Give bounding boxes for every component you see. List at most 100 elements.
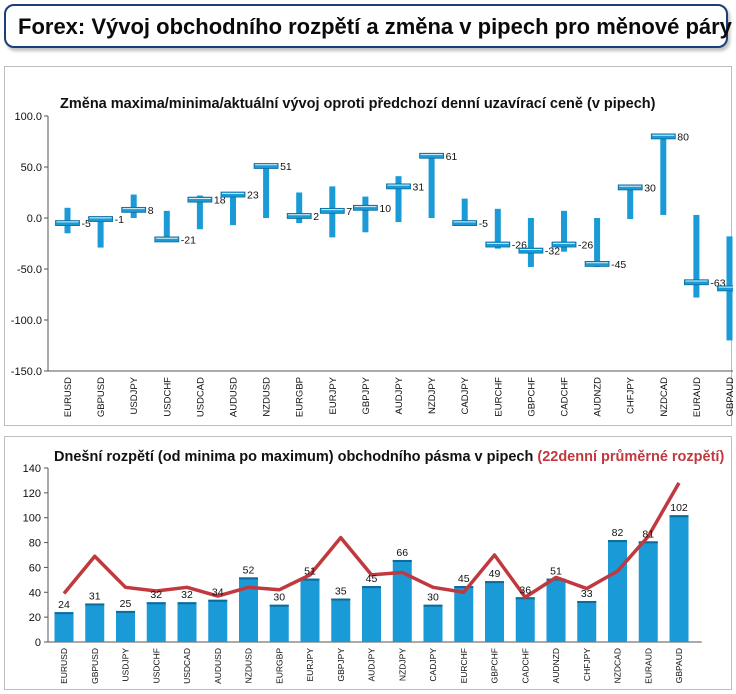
chart2-x-tick-label: CADCHF <box>520 648 530 683</box>
chart2-bar <box>146 602 166 642</box>
chart1-value-label: 80 <box>677 131 689 143</box>
chart2-x-tick-label: AUDJPY <box>367 648 377 682</box>
chart1-value-label: -1 <box>115 214 124 226</box>
chart1-x-tick-label: AUDJPY <box>394 376 405 414</box>
chart1-range-bar <box>130 194 137 218</box>
chart1-range-bar <box>660 134 667 215</box>
chart1-x-tick-label: AUDUSD <box>229 377 240 417</box>
chart2-value-label: 32 <box>150 589 162 601</box>
chart1-x-tick-label: GBPUSD <box>96 377 107 417</box>
chart2-value-label: 81 <box>642 528 654 540</box>
chart2-y-tick-label: 40 <box>29 587 41 599</box>
chart1-range-bar <box>230 192 236 226</box>
chart2-bar <box>608 540 627 642</box>
chart2-value-label: 35 <box>335 586 347 598</box>
chart2-y-tick-label: 100 <box>23 513 41 525</box>
chart2-y-tick-label: 120 <box>23 488 41 500</box>
chart1-y-tick-label: 50.0 <box>21 162 42 174</box>
chart1-x-tick-label: GBPAUD <box>725 377 733 417</box>
chart1-y-tick-label: -150.0 <box>11 366 42 378</box>
chart2-x-tick-label: USDJPY <box>121 648 131 682</box>
chart2-value-label: 102 <box>670 502 688 514</box>
chart1-current-marker <box>386 183 411 190</box>
chart1-value-label: -45 <box>611 259 626 271</box>
daily-range-chart: Dnešní rozpětí (od minima po maximum) ob… <box>23 449 725 684</box>
chart1-x-tick-label: CADJPY <box>460 376 471 414</box>
chart2-x-tick-label: GBPAUD <box>674 648 684 683</box>
chart1-current-marker <box>187 196 213 203</box>
chart1-x-tick-label: EURAUD <box>692 377 703 417</box>
chart2-x-tick-label: EURGBP <box>274 648 284 684</box>
chart2-bar <box>85 603 105 642</box>
chart1-x-tick-label: EURUSD <box>63 377 74 417</box>
chart2-bar <box>116 610 135 642</box>
chart2-value-label: 49 <box>489 568 501 580</box>
chart2-value-label: 36 <box>519 584 531 596</box>
chart1-value-label: -26 <box>578 240 593 252</box>
chart2-x-tick-label: EURCHF <box>459 648 469 683</box>
chart2-value-label: 45 <box>458 573 470 585</box>
chart2-x-tick-label: NZDUSD <box>244 648 254 683</box>
chart1-y-tick-label: 0.0 <box>27 213 42 225</box>
chart2-bar-cap <box>485 581 504 584</box>
chart1-x-tick-label: USDCAD <box>195 377 206 417</box>
chart2-value-label: 30 <box>427 592 439 604</box>
chart1-range-bar <box>196 195 203 230</box>
chart2-x-tick-label: NZDJPY <box>397 648 407 681</box>
chart1-x-tick-label: NZDCAD <box>659 377 670 417</box>
chart1-value-label: 18 <box>214 195 226 207</box>
chart1-current-marker <box>518 247 544 254</box>
chart1-value-label: 31 <box>413 181 425 193</box>
chart1-x-tick-label: CHFJPY <box>626 376 637 414</box>
chart2-value-label: 25 <box>120 598 132 610</box>
chart2-x-tick-label: EURJPY <box>305 648 315 682</box>
chart1-value-label: 7 <box>346 206 352 218</box>
chart2-bar <box>269 604 289 642</box>
chart2-x-tick-label: CADJPY <box>428 648 438 682</box>
chart1-x-tick-label: EURGBP <box>295 377 306 417</box>
chart2-bar <box>392 559 412 642</box>
chart1-range-bar <box>395 176 402 223</box>
chart1-y-tick-label: -50.0 <box>17 264 42 276</box>
chart1-current-marker <box>650 133 676 140</box>
chart-panel-pip-change: Změna maxima/minima/aktuální vývoj oprot… <box>4 66 733 426</box>
chart1-y-tick-label: -100.0 <box>11 315 42 327</box>
chart2-value-label: 66 <box>396 547 408 559</box>
chart1-value-label: -32 <box>545 246 560 258</box>
chart1-range-bar <box>561 210 567 252</box>
chart1-current-marker <box>352 204 378 211</box>
chart2-average-line <box>62 482 681 600</box>
chart1-current-marker <box>617 184 643 191</box>
chart2-bar-cap <box>638 541 658 544</box>
chart2-bar-cap <box>177 602 197 605</box>
chart1-y-tick-label: 100.0 <box>14 111 42 123</box>
title-banner: Forex: Vývoj obchodního rozpětí a změna … <box>4 4 732 48</box>
chart1-x-tick-label: EURCHF <box>493 377 504 417</box>
chart2-bar <box>177 602 197 642</box>
chart1-x-tick-label: EURJPY <box>328 376 339 414</box>
chart2-x-tick-label: NZDCAD <box>613 648 623 683</box>
chart2-bar <box>515 597 535 642</box>
chart1-range-bar <box>461 198 468 226</box>
chart2-title-main: Dnešní rozpětí (od minima po maximum) ob… <box>54 449 533 465</box>
chart1-title: Změna maxima/minima/aktuální vývoj oprot… <box>60 96 656 112</box>
chart2-bar <box>485 581 504 642</box>
chart2-bar <box>331 598 351 642</box>
chart1-value-label: 23 <box>247 190 259 202</box>
chart2-value-label: 31 <box>89 590 101 602</box>
chart2-bar <box>208 599 228 642</box>
chart1-x-tick-label: GBPJPY <box>361 376 372 414</box>
chart1-current-marker <box>684 279 709 286</box>
chart2-bar-cap <box>331 598 351 601</box>
chart2-bar-cap <box>577 600 597 603</box>
chart1-value-label: 30 <box>644 182 656 194</box>
chart1-current-marker <box>286 213 312 219</box>
chart2-value-label: 30 <box>273 592 285 604</box>
chart2-title: Dnešní rozpětí (od minima po maximum) ob… <box>54 449 724 465</box>
chart2-y-tick-label: 80 <box>29 538 41 550</box>
chart2-title-highlight: (22denní průměrné rozpětí) <box>537 449 724 465</box>
chart1-range-bar <box>594 218 601 267</box>
pip-change-chart: Změna maxima/minima/aktuální vývoj oprot… <box>11 96 733 417</box>
chart2-y-tick-label: 60 <box>29 562 41 574</box>
chart2-bar-cap <box>116 610 135 613</box>
